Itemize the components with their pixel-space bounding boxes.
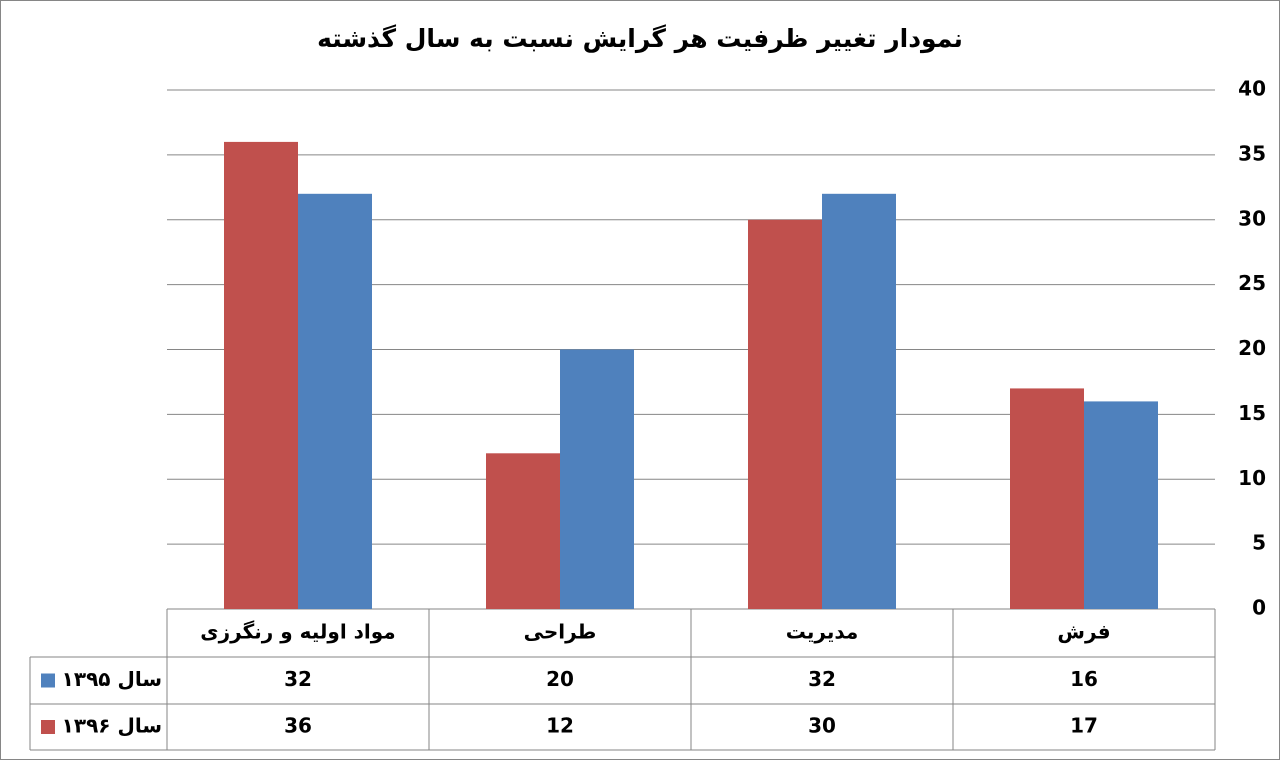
x-tick-label: مدیریت [786, 620, 859, 644]
x-tick-label: مواد اولیه و رنگرزی [200, 620, 395, 644]
table-value: 36 [284, 714, 312, 738]
bar [224, 141, 298, 609]
bar [1084, 401, 1158, 609]
chart-title: نمودار تغییر ظرفیت هر گرایش نسبت به سال … [317, 24, 963, 54]
bar [486, 453, 560, 609]
y-tick-label: 0 [1252, 596, 1266, 620]
y-tick-label: 40 [1238, 77, 1266, 101]
table-value: 30 [808, 714, 836, 738]
y-tick-label: 25 [1238, 271, 1266, 295]
legend-swatch [41, 673, 55, 688]
table-value: 32 [284, 667, 312, 691]
x-tick-label: طراحی [524, 620, 597, 644]
table-value: 20 [546, 667, 574, 691]
legend-label: سال ۱۳۹۵ [62, 667, 162, 691]
bar [298, 193, 372, 610]
legend-swatch [41, 720, 55, 734]
bar [822, 193, 896, 610]
y-tick-label: 20 [1238, 336, 1266, 360]
y-tick-label: 35 [1238, 141, 1266, 165]
x-tick-label: فرش [1057, 620, 1110, 644]
y-tick-label: 15 [1238, 401, 1266, 425]
table-value: 16 [1070, 667, 1098, 691]
y-tick-label: 10 [1238, 466, 1266, 490]
legend-label: سال ۱۳۹۶ [62, 714, 162, 738]
table-value: 17 [1070, 714, 1098, 738]
bar [1010, 388, 1084, 609]
bar [748, 219, 822, 609]
table-value: 12 [546, 714, 574, 738]
y-tick-label: 30 [1238, 206, 1266, 230]
y-tick-label: 5 [1252, 531, 1266, 555]
bar [560, 349, 634, 609]
table-value: 32 [808, 667, 836, 691]
